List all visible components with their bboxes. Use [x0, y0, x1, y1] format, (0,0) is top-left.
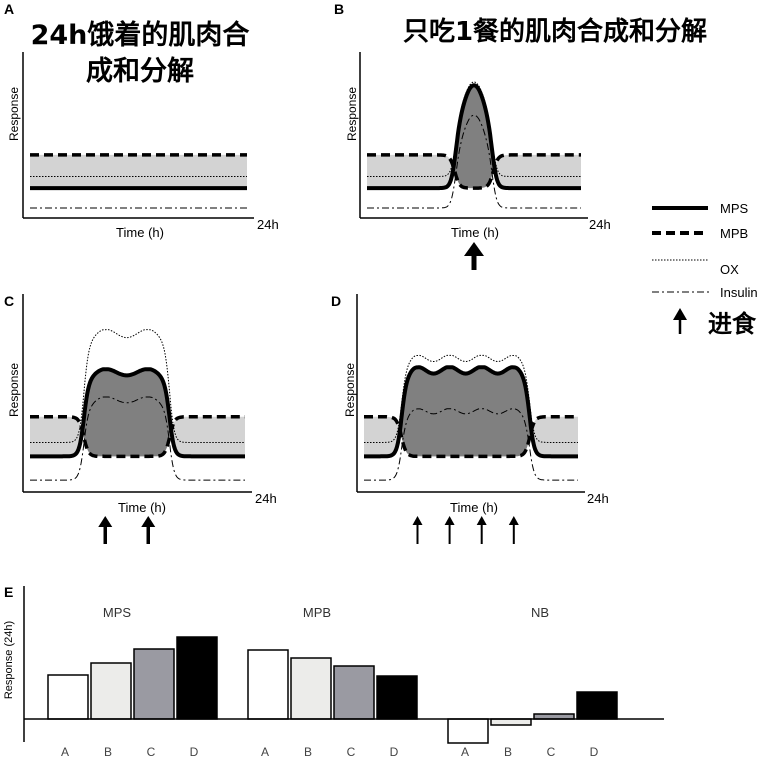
bar-mps-c [133, 648, 175, 720]
panel-b-title: 只吃1餐的肌肉合成和分解 [403, 16, 707, 47]
panel-d-x-axis-label: Time (h) [450, 500, 498, 515]
category-label-mps-b: B [104, 745, 112, 759]
panel-c-x-axis-label: Time (h) [118, 500, 166, 515]
panel-b-plot [359, 52, 588, 270]
panel-b-meal-arrow-icon-1 [464, 242, 484, 270]
panel-a-title-line-1: 24h饿着的肌肉合 [31, 19, 250, 51]
category-label-nb-b: B [504, 745, 512, 759]
bar-mpb-d [376, 675, 418, 720]
panel-d-x-end-label: 24h [587, 491, 609, 506]
panel-c-mps-line [30, 367, 245, 459]
panel-c-y-axis-label: Response [7, 363, 21, 417]
legend-meal-arrow-icon [673, 308, 687, 334]
panel-b-mps-line [367, 83, 581, 191]
bar-mpb-b [290, 657, 332, 720]
bar-mpb-a [247, 649, 289, 720]
legend-label-mpb: MPB [720, 226, 748, 241]
group-label-mpb: MPB [303, 605, 331, 620]
legend-label-insulin: Insulin [720, 285, 758, 300]
bar-nb-d [576, 691, 618, 720]
panel-c-plot [22, 294, 252, 544]
panel-a-plot [22, 52, 254, 219]
category-label-mps-c: C [147, 745, 156, 759]
panel-c-net-synthesis-area [82, 369, 171, 457]
panel-d-meal-arrow-icon-3 [476, 516, 487, 544]
bar-mpb-c [333, 665, 375, 720]
category-label-nb-d: D [590, 745, 599, 759]
panel-a-title-line-2: 成和分解 [86, 56, 194, 87]
panel-a-baseline-band [30, 154, 247, 189]
category-label-mps-a: A [61, 745, 69, 759]
category-label-mpb-c: C [347, 745, 356, 759]
panel-e-y-axis-label: Response (24h) [3, 621, 15, 699]
bar-mps-b [90, 662, 132, 720]
panel-letter-c: C [4, 293, 14, 309]
category-label-mpb-a: A [261, 745, 269, 759]
panel-a: A 24h饿着的肌肉合 成和分解 Response Time (h) 24h [4, 1, 279, 240]
panel-b-mpb-line [367, 153, 581, 190]
panel-b-x-end-label: 24h [589, 217, 611, 232]
category-label-mpb-d: D [390, 745, 399, 759]
panel-d-plot [356, 294, 585, 544]
group-label-mps: MPS [103, 605, 132, 620]
panel-letter-b: B [334, 1, 344, 17]
bar-mps-a [47, 674, 89, 720]
bar-group-mps: A B C D MPS [47, 605, 218, 759]
panel-letter-e: E [4, 584, 13, 600]
panel-a-x-end-label: 24h [257, 217, 279, 232]
panel-c: C Response Time (h) 24h [4, 293, 277, 515]
panel-d-insulin-line [364, 408, 578, 481]
bar-group-nb: A B C D NB [447, 605, 618, 759]
panel-d-meal-arrow-icon-4 [508, 516, 519, 544]
bar-nb-a [447, 718, 489, 744]
bar-mps-d [176, 636, 218, 720]
bar-nb-b [490, 718, 532, 726]
panel-a-x-axis-label: Time (h) [116, 225, 164, 240]
panel-c-meal-arrow-icon-1 [98, 516, 113, 544]
legend: MPS MPB OX Insulin 进食 [652, 201, 758, 338]
category-label-mps-d: D [190, 745, 199, 759]
panel-b-insulin-line [367, 114, 581, 209]
group-label-nb: NB [531, 605, 549, 620]
panel-d-net-synthesis-area [400, 367, 531, 457]
category-label-nb-a: A [461, 745, 469, 759]
category-label-nb-c: C [547, 745, 556, 759]
legend-label-meal: 进食 [708, 310, 757, 338]
panel-d: D Response Time (h) 24h [331, 293, 609, 515]
panel-c-meal-arrow-icon-2 [141, 516, 156, 544]
panel-c-x-end-label: 24h [255, 491, 277, 506]
panel-b-x-axis-label: Time (h) [451, 225, 499, 240]
category-label-mpb-b: B [304, 745, 312, 759]
panel-b-net-synthesis-area [454, 85, 494, 189]
legend-label-mps: MPS [720, 201, 749, 216]
panel-e: E Response (24h) A B C D MPS A B C D MPB A B C D NB [3, 584, 664, 759]
legend-label-ox: OX [720, 262, 739, 277]
panel-d-meal-arrow-icon-1 [412, 516, 423, 544]
panel-c-insulin-line [30, 396, 245, 481]
bar-group-mpb: A B C D MPB [247, 605, 418, 759]
panel-b-y-axis-label: Response [345, 87, 359, 141]
panel-d-meal-arrow-icon-2 [444, 516, 455, 544]
panel-d-mps-line [364, 365, 578, 459]
panel-a-y-axis-label: Response [7, 87, 21, 141]
panel-b: B 只吃1餐的肌肉合成和分解 Response Time (h) 24h [334, 1, 707, 240]
panel-c-mpb-line [30, 415, 245, 459]
panel-letter-a: A [4, 1, 14, 17]
panel-d-y-axis-label: Response [343, 363, 357, 417]
panel-letter-d: D [331, 293, 341, 309]
